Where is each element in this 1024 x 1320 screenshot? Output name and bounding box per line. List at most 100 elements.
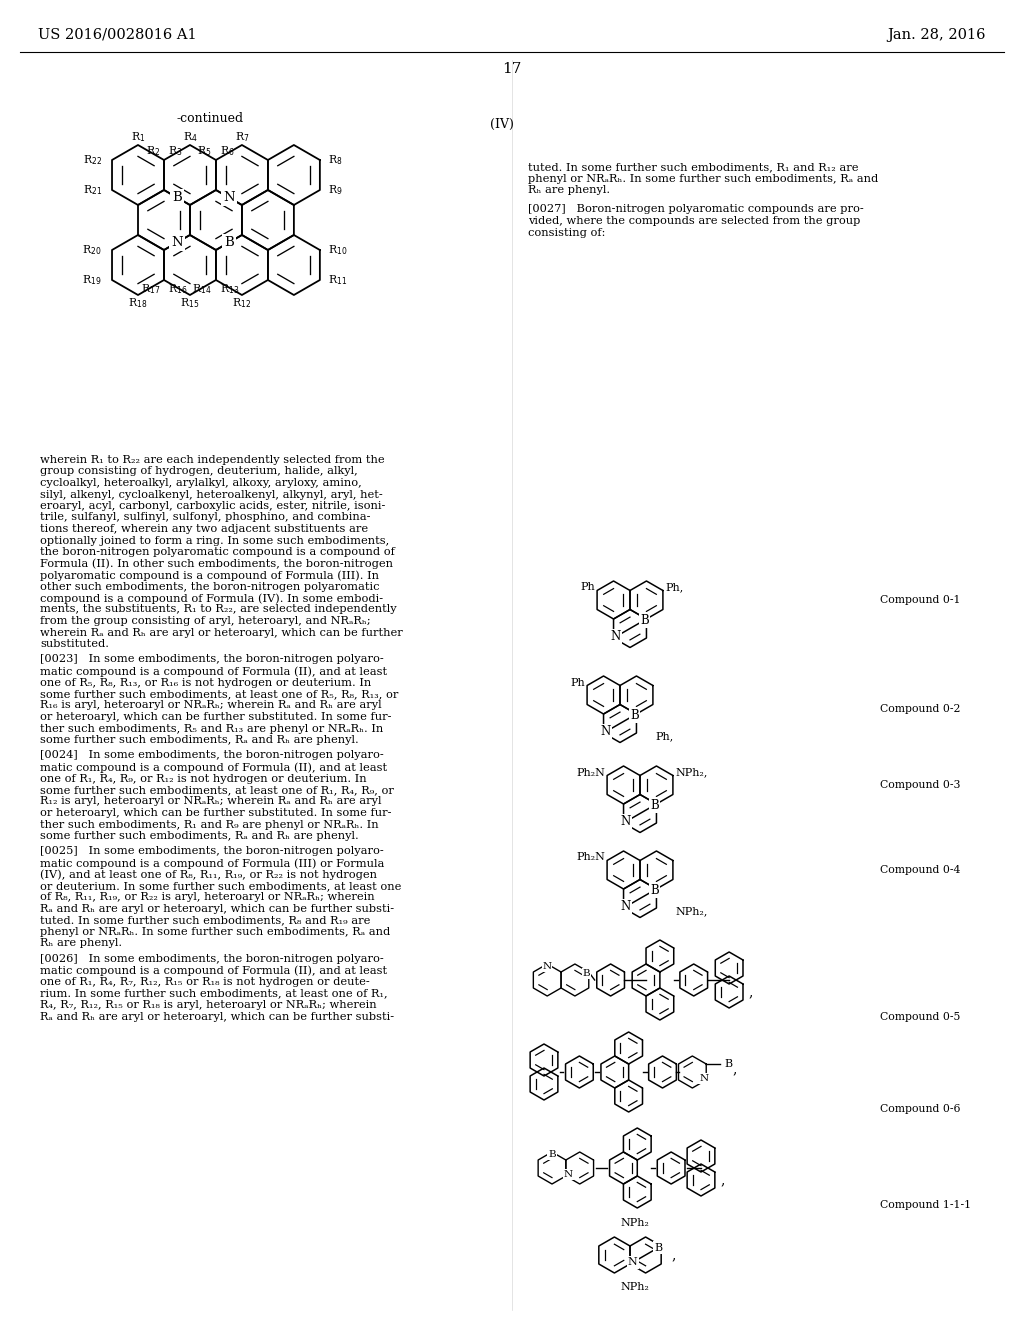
Text: N: N xyxy=(600,726,610,738)
Text: R$_{14}$: R$_{14}$ xyxy=(193,282,212,296)
Text: Rₐ and Rₕ are aryl or heteroaryl, which can be further substi-: Rₐ and Rₕ are aryl or heteroaryl, which … xyxy=(40,904,394,913)
Text: tuted. In some further such embodiments, R₁ and R₁₂ are: tuted. In some further such embodiments,… xyxy=(528,162,858,172)
Text: ,: , xyxy=(732,1063,736,1076)
Text: Ph,: Ph, xyxy=(655,731,673,741)
Text: R$_{12}$: R$_{12}$ xyxy=(232,296,252,310)
Text: R$_2$: R$_2$ xyxy=(145,144,160,158)
Text: matic compound is a compound of Formula (II), and at least: matic compound is a compound of Formula … xyxy=(40,667,387,677)
Text: matic compound is a compound of Formula (II), and at least: matic compound is a compound of Formula … xyxy=(40,965,387,975)
Text: B: B xyxy=(172,191,182,205)
Text: Compound 0-1: Compound 0-1 xyxy=(880,595,961,605)
Text: R$_{20}$: R$_{20}$ xyxy=(82,243,102,257)
Text: Compound 0-5: Compound 0-5 xyxy=(880,1012,961,1022)
Text: of R₈, R₁₁, R₁₉, or R₂₂ is aryl, heteroaryl or NRₐRₕ; wherein: of R₈, R₁₁, R₁₉, or R₂₂ is aryl, heteroa… xyxy=(40,892,375,903)
Text: one of R₁, R₄, R₉, or R₁₂ is not hydrogen or deuterium. In: one of R₁, R₄, R₉, or R₁₂ is not hydroge… xyxy=(40,774,367,784)
Text: N: N xyxy=(610,631,621,643)
Text: or deuterium. In some further such embodiments, at least one: or deuterium. In some further such embod… xyxy=(40,880,401,891)
Text: R$_{22}$: R$_{22}$ xyxy=(83,153,102,166)
Text: [0023]   In some embodiments, the boron-nitrogen polyaro-: [0023] In some embodiments, the boron-ni… xyxy=(40,655,384,664)
Text: N: N xyxy=(699,1074,709,1082)
Text: silyl, alkenyl, cycloalkenyl, heteroalkenyl, alkynyl, aryl, het-: silyl, alkenyl, cycloalkenyl, heteroalke… xyxy=(40,490,383,499)
Text: [0024]   In some embodiments, the boron-nitrogen polyaro-: [0024] In some embodiments, the boron-ni… xyxy=(40,751,384,760)
Text: R$_{15}$: R$_{15}$ xyxy=(180,296,200,310)
Text: R$_{11}$: R$_{11}$ xyxy=(328,273,347,286)
Text: N: N xyxy=(564,1170,572,1179)
Text: ,: , xyxy=(749,985,753,999)
Text: B: B xyxy=(654,1242,663,1253)
Text: group consisting of hydrogen, deuterium, halide, alkyl,: group consisting of hydrogen, deuterium,… xyxy=(40,466,357,477)
Text: Compound 0-2: Compound 0-2 xyxy=(880,705,961,714)
Text: R$_{16}$: R$_{16}$ xyxy=(168,282,187,296)
Text: some further such embodiments, Rₐ and Rₕ are phenyl.: some further such embodiments, Rₐ and Rₕ… xyxy=(40,832,358,841)
Text: R$_{19}$: R$_{19}$ xyxy=(82,273,102,286)
Text: matic compound is a compound of Formula (III) or Formula: matic compound is a compound of Formula … xyxy=(40,858,384,869)
Text: ther such embodiments, R₁ and R₉ are phenyl or NRₐRₕ. In: ther such embodiments, R₁ and R₉ are phe… xyxy=(40,820,379,829)
Text: some further such embodiments, at least one of R₁, R₄, R₉, or: some further such embodiments, at least … xyxy=(40,785,394,795)
Text: -continued: -continued xyxy=(176,112,244,125)
Text: R$_6$: R$_6$ xyxy=(220,144,234,158)
Text: Jan. 28, 2016: Jan. 28, 2016 xyxy=(888,28,986,42)
Text: trile, sulfanyl, sulfinyl, sulfonyl, phosphino, and combina-: trile, sulfanyl, sulfinyl, sulfonyl, pho… xyxy=(40,512,371,523)
Text: R$_{10}$: R$_{10}$ xyxy=(328,243,347,257)
Text: ments, the substituents, R₁ to R₂₂, are selected independently: ments, the substituents, R₁ to R₂₂, are … xyxy=(40,605,396,615)
Text: Compound 0-6: Compound 0-6 xyxy=(880,1104,961,1114)
Text: R$_4$: R$_4$ xyxy=(182,131,198,144)
Text: matic compound is a compound of Formula (II), and at least: matic compound is a compound of Formula … xyxy=(40,762,387,772)
Text: NPh₂: NPh₂ xyxy=(621,1217,650,1228)
Text: Ph: Ph xyxy=(581,582,595,593)
Text: some further such embodiments, at least one of R₅, R₈, R₁₃, or: some further such embodiments, at least … xyxy=(40,689,398,700)
Text: some further such embodiments, Rₐ and Rₕ are phenyl.: some further such embodiments, Rₐ and Rₕ… xyxy=(40,735,358,744)
Text: (IV): (IV) xyxy=(490,117,514,131)
Text: R$_7$: R$_7$ xyxy=(234,131,249,144)
Text: eroaryl, acyl, carbonyl, carboxylic acids, ester, nitrile, isoni-: eroaryl, acyl, carbonyl, carboxylic acid… xyxy=(40,502,385,511)
Text: consisting of:: consisting of: xyxy=(528,227,605,238)
Text: vided, where the compounds are selected from the group: vided, where the compounds are selected … xyxy=(528,216,860,226)
Text: or heteroaryl, which can be further substituted. In some fur-: or heteroaryl, which can be further subs… xyxy=(40,711,391,722)
Text: Rₐ and Rₕ are aryl or heteroaryl, which can be further substi-: Rₐ and Rₕ are aryl or heteroaryl, which … xyxy=(40,1011,394,1022)
Text: R₁₂ is aryl, heteroaryl or NRₐRₕ; wherein Rₐ and Rₕ are aryl: R₁₂ is aryl, heteroaryl or NRₐRₕ; wherei… xyxy=(40,796,382,807)
Text: US 2016/0028016 A1: US 2016/0028016 A1 xyxy=(38,28,197,42)
Text: ,: , xyxy=(672,1247,676,1262)
Text: B: B xyxy=(640,614,649,627)
Text: [0027]   Boron-nitrogen polyaromatic compounds are pro-: [0027] Boron-nitrogen polyaromatic compo… xyxy=(528,205,864,214)
Text: Formula (II). In other such embodiments, the boron-nitrogen: Formula (II). In other such embodiments,… xyxy=(40,558,393,569)
Text: R$_{17}$: R$_{17}$ xyxy=(140,282,160,296)
Text: N: N xyxy=(223,191,234,205)
Text: other such embodiments, the boron-nitrogen polyaromatic: other such embodiments, the boron-nitrog… xyxy=(40,582,380,591)
Text: one of R₅, R₈, R₁₃, or R₁₆ is not hydrogen or deuterium. In: one of R₅, R₈, R₁₃, or R₁₆ is not hydrog… xyxy=(40,677,372,688)
Text: Ph₂N: Ph₂N xyxy=(577,853,605,862)
Text: rium. In some further such embodiments, at least one of R₁,: rium. In some further such embodiments, … xyxy=(40,989,388,998)
Text: NPh₂,: NPh₂, xyxy=(675,906,708,916)
Text: from the group consisting of aryl, heteroaryl, and NRₐRₕ;: from the group consisting of aryl, heter… xyxy=(40,616,371,626)
Text: R₄, R₇, R₁₂, R₁₅ or R₁₈ is aryl, heteroaryl or NRₐRₕ; wherein: R₄, R₇, R₁₂, R₁₅ or R₁₈ is aryl, heteroa… xyxy=(40,1001,377,1010)
Text: R$_9$: R$_9$ xyxy=(328,183,343,197)
Text: B: B xyxy=(630,709,639,722)
Text: R$_{21}$: R$_{21}$ xyxy=(83,183,102,197)
Text: 17: 17 xyxy=(503,62,521,77)
Text: Compound 0-3: Compound 0-3 xyxy=(880,780,961,789)
Text: ,: , xyxy=(720,1173,724,1187)
Text: tuted. In some further such embodiments, R₈ and R₁₉ are: tuted. In some further such embodiments,… xyxy=(40,916,371,925)
Text: cycloalkyl, heteroalkyl, arylalkyl, alkoxy, aryloxy, amino,: cycloalkyl, heteroalkyl, arylalkyl, alko… xyxy=(40,478,361,488)
Text: B: B xyxy=(650,883,658,896)
Text: B: B xyxy=(583,969,590,978)
Text: Rₕ are phenyl.: Rₕ are phenyl. xyxy=(528,185,610,195)
Text: phenyl or NRₐRₕ. In some further such embodiments, Rₐ and: phenyl or NRₐRₕ. In some further such em… xyxy=(40,927,390,937)
Text: B: B xyxy=(224,236,233,249)
Text: Compound 0-4: Compound 0-4 xyxy=(880,865,961,875)
Text: compound is a compound of Formula (IV). In some embodi-: compound is a compound of Formula (IV). … xyxy=(40,593,383,603)
Text: N: N xyxy=(628,1258,638,1267)
Text: NPh₂,: NPh₂, xyxy=(675,767,708,777)
Text: phenyl or NRₐRₕ. In some further such embodiments, Rₐ and: phenyl or NRₐRₕ. In some further such em… xyxy=(528,173,879,183)
Text: [0026]   In some embodiments, the boron-nitrogen polyaro-: [0026] In some embodiments, the boron-ni… xyxy=(40,954,384,964)
Text: B: B xyxy=(650,799,658,812)
Text: tions thereof, wherein any two adjacent substituents are: tions thereof, wherein any two adjacent … xyxy=(40,524,368,535)
Text: R$_3$: R$_3$ xyxy=(168,144,182,158)
Text: B: B xyxy=(548,1150,556,1159)
Text: N: N xyxy=(543,962,552,972)
Text: [0025]   In some embodiments, the boron-nitrogen polyaro-: [0025] In some embodiments, the boron-ni… xyxy=(40,846,384,857)
Text: substituted.: substituted. xyxy=(40,639,109,649)
Text: optionally joined to form a ring. In some such embodiments,: optionally joined to form a ring. In som… xyxy=(40,536,389,545)
Text: wherein R₁ to R₂₂ are each independently selected from the: wherein R₁ to R₂₂ are each independently… xyxy=(40,455,385,465)
Text: R$_{18}$: R$_{18}$ xyxy=(128,296,147,310)
